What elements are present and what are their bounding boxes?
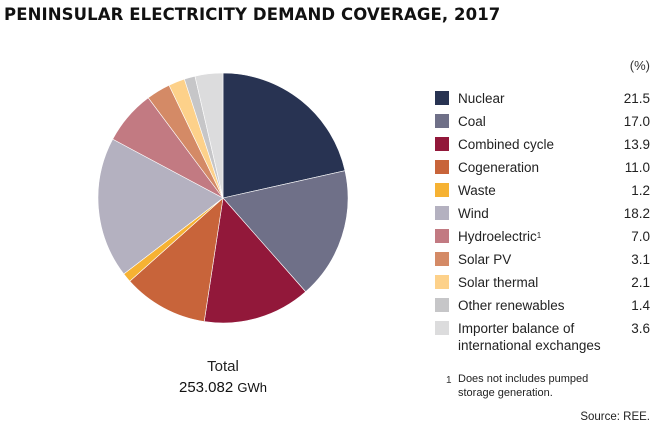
legend-label-text: Importer balance of international exchan… xyxy=(458,321,601,353)
legend-swatch xyxy=(435,183,449,197)
legend-label: Other renewables xyxy=(458,297,565,314)
legend-label-text: Other renewables xyxy=(458,298,565,313)
pie-slice-coal xyxy=(222,170,349,293)
legend-value: 21.5 xyxy=(623,91,650,106)
total-unit: GWh xyxy=(237,380,268,395)
pie-slice-combined-cycle xyxy=(203,197,307,324)
legend-swatch xyxy=(435,206,449,220)
footnote-text: Does not includes pumped storage generat… xyxy=(458,373,589,399)
legend-label-text: Solar thermal xyxy=(458,275,539,290)
legend-swatch xyxy=(435,114,449,128)
legend-label-text: Solar PV xyxy=(458,252,512,267)
legend-label-text: Waste xyxy=(458,183,496,198)
footnote-marker: 1 xyxy=(536,231,542,240)
legend-swatch xyxy=(435,275,449,289)
pie-chart xyxy=(97,72,349,324)
legend-label: Hydroelectric1 xyxy=(458,228,541,245)
pie-slice-nuclear xyxy=(222,72,346,199)
legend-item: Solar PV 3.1 xyxy=(435,251,650,271)
legend-swatch xyxy=(435,252,449,266)
legend-label: Solar PV xyxy=(458,251,511,268)
legend-label-text: Coal xyxy=(458,114,486,129)
legend-item: Nuclear 21.5 xyxy=(435,90,650,110)
legend-label-text: Combined cycle xyxy=(458,137,555,152)
legend-value: 18.2 xyxy=(623,206,650,221)
legend-swatch xyxy=(435,160,449,174)
legend-value: 2.1 xyxy=(631,275,650,290)
footnote-mark: 1 xyxy=(446,375,452,386)
legend-swatch xyxy=(435,229,449,243)
unit-label: (%) xyxy=(629,58,650,73)
legend-value: 3.6 xyxy=(631,321,650,336)
legend-item: Coal 17.0 xyxy=(435,113,650,133)
legend-item: Hydroelectric1 7.0 xyxy=(435,228,650,248)
legend-label-text: Wind xyxy=(458,206,489,221)
chart-title: PENINSULAR ELECTRICITY DEMAND COVERAGE, … xyxy=(4,5,501,24)
legend-label: Nuclear xyxy=(458,90,505,107)
legend-value: 13.9 xyxy=(623,137,650,152)
legend-label: Combined cycle xyxy=(458,136,554,153)
legend-swatch xyxy=(435,321,449,335)
legend-item: Importer balance of international exchan… xyxy=(435,320,650,353)
source-note: Source: REE. xyxy=(580,411,650,423)
legend-item: Solar thermal 2.1 xyxy=(435,274,650,294)
legend-value: 3.1 xyxy=(631,252,650,267)
legend-label: Waste xyxy=(458,182,496,199)
legend-item: Cogeneration 11.0 xyxy=(435,159,650,179)
legend-label: Importer balance of international exchan… xyxy=(458,320,618,354)
legend-label-text: Hydroelectric xyxy=(458,229,537,244)
legend-value: 7.0 xyxy=(631,229,650,244)
legend-value: 1.2 xyxy=(631,183,650,198)
pie-slice-cogeneration xyxy=(129,197,224,322)
total-number: 253.082 xyxy=(178,379,234,396)
legend-label-text: Nuclear xyxy=(458,91,505,106)
total-value: 253.082 GWh xyxy=(140,379,306,396)
legend-label: Wind xyxy=(458,205,489,222)
legend-value: 11.0 xyxy=(624,160,650,175)
legend-label: Solar thermal xyxy=(458,274,538,291)
legend-label-text: Cogeneration xyxy=(458,160,540,175)
legend-value: 17.0 xyxy=(623,114,650,129)
pie-slice-wind xyxy=(97,138,224,275)
total-label: Total xyxy=(207,358,239,375)
legend-item: Waste 1.2 xyxy=(435,182,650,202)
legend-item: Other renewables 1.4 xyxy=(435,297,650,317)
legend-swatch xyxy=(435,298,449,312)
legend-item: Combined cycle 13.9 xyxy=(435,136,650,156)
legend-label: Coal xyxy=(458,113,486,130)
legend-value: 1.4 xyxy=(631,298,650,313)
pie-slice-importer-balance-of-international-exchanges xyxy=(194,72,224,199)
legend-label: Cogeneration xyxy=(458,159,539,176)
legend-swatch xyxy=(435,91,449,105)
legend-item: Wind 18.2 xyxy=(435,205,650,225)
legend-swatch xyxy=(435,137,449,151)
